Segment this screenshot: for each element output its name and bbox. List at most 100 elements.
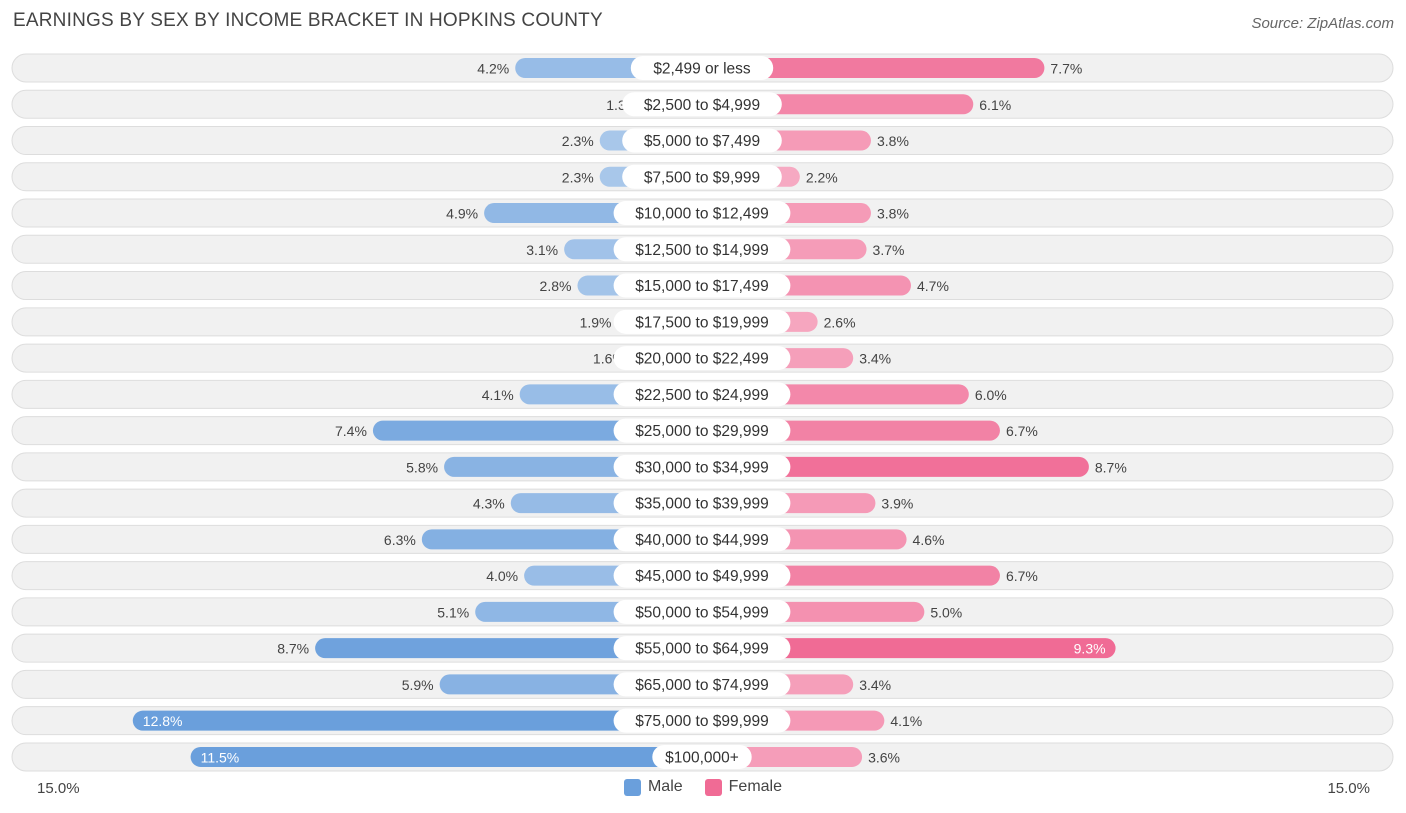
legend-item-male[interactable]: Male [623, 778, 683, 796]
male-value-label: 6.3% [384, 532, 416, 548]
male-bar [132, 710, 702, 731]
male-value-label: 4.3% [473, 496, 505, 512]
male-value-label: 7.4% [335, 423, 367, 439]
source-label: Source: ZipAtlas.com [1251, 15, 1394, 32]
row-14: 4.0% 6.7% $45,000 to $49,999 [11, 561, 1394, 591]
female-value-label: 6.7% [1006, 568, 1038, 584]
row-3: 2.3% 2.2% $7,500 to $9,999 [11, 162, 1394, 192]
category-pill [613, 454, 791, 479]
row-8: 1.6% 3.4%$20,000 to $22,499 [11, 343, 1394, 373]
axis-label-right: 15.0% [1327, 780, 1370, 797]
category-label: $2,499 or less [653, 61, 751, 78]
category-pill [622, 128, 782, 153]
female-value-label: 4.6% [913, 532, 945, 548]
chart-title: EARNINGS BY SEX BY INCOME BRACKET IN HOP… [13, 10, 603, 31]
category-pill [613, 527, 791, 552]
row-19: 11.5% 3.6% $100,000+ [11, 742, 1394, 772]
category-label: $35,000 to $39,999 [635, 496, 769, 513]
category-label: $2,500 to $4,999 [644, 97, 760, 114]
male-value-label: 4.0% [486, 568, 518, 584]
female-bar [702, 58, 1045, 78]
category-label: $20,000 to $22,499 [635, 351, 769, 368]
row-15: 5.1% 5.0% $50,000 to $54,999 [11, 597, 1394, 627]
female-value-label: 4.1% [890, 713, 922, 729]
category-pill [613, 273, 791, 298]
axis-label-left: 15.0% [37, 780, 80, 797]
category-label: $17,500 to $19,999 [635, 314, 769, 331]
diverging-bar-chart: 4.2%7.7%$2,499 or less1.3%6.1%$2,500 to … [11, 53, 1394, 772]
male-value-label: 11.5% [201, 749, 240, 765]
category-label: $65,000 to $74,999 [635, 677, 769, 694]
category-label: $40,000 to $44,999 [635, 532, 769, 549]
legend-label-male: Male [647, 778, 683, 795]
category-pill [613, 237, 791, 262]
male-value-label: 5.1% [437, 604, 469, 620]
row-12: 4.3% 3.9% $35,000 to $39,999 [11, 488, 1394, 518]
category-pill [613, 382, 791, 407]
male-value-label: 8.7% [277, 641, 309, 657]
female-value-label: 3.4% [859, 351, 891, 367]
category-label: $5,000 to $7,499 [644, 133, 760, 150]
female-value-label: 6.1% [979, 97, 1011, 113]
male-value-label: 3.1% [526, 242, 558, 258]
male-value-label: 5.8% [406, 459, 438, 475]
category-pill [622, 164, 782, 189]
female-value-label: 3.7% [873, 242, 905, 258]
category-pill [613, 708, 791, 733]
category-pill [622, 92, 782, 117]
category-pill [613, 636, 791, 661]
male-bar [315, 638, 702, 659]
row-7: 1.9% 2.6% $17,500 to $19,999 [11, 307, 1394, 337]
row-6: 2.8% 4.7% $15,000 to $17,499 [11, 271, 1394, 301]
female-value-label: 9.3% [1074, 641, 1106, 657]
female-value-label: 4.7% [917, 278, 949, 294]
category-label: $30,000 to $34,999 [635, 459, 769, 476]
legend-swatch-female [704, 778, 722, 796]
female-value-label: 2.6% [824, 314, 856, 330]
female-value-label: 6.0% [975, 387, 1007, 403]
male-value-label: 2.3% [562, 133, 594, 149]
row-9: 4.1% 6.0% $22,500 to $24,999 [11, 379, 1394, 409]
row-16: 8.7% 9.3% $55,000 to $64,999 [11, 633, 1394, 663]
female-value-label: 3.9% [881, 496, 913, 512]
male-value-label: 12.8% [143, 713, 183, 729]
category-label: $15,000 to $17,499 [635, 278, 769, 295]
legend-label-female: Female [728, 778, 783, 795]
legend-swatch-male [623, 778, 641, 796]
row-4: 4.9% 3.8% $10,000 to $12,499 [11, 198, 1394, 228]
category-label: $25,000 to $29,999 [635, 423, 769, 440]
legend-item-female[interactable]: Female [704, 778, 783, 796]
female-bar [702, 638, 1116, 659]
male-value-label: 2.8% [540, 278, 572, 294]
category-label: $22,500 to $24,999 [635, 387, 769, 404]
female-bar [702, 456, 1089, 477]
row-2: 2.3% 3.8% $5,000 to $7,499 [11, 126, 1394, 156]
category-pill [613, 672, 791, 697]
male-value-label: 2.3% [562, 169, 594, 185]
category-pill [613, 563, 791, 588]
male-value-label: 4.1% [482, 387, 514, 403]
row-0: 4.2% 7.7% $2,499 or less [11, 53, 1394, 83]
category-label: $100,000+ [665, 749, 739, 766]
category-label: $10,000 to $12,499 [635, 206, 769, 223]
category-pill [613, 309, 791, 334]
category-pill [613, 418, 791, 443]
female-value-label: 5.0% [930, 604, 962, 620]
female-value-label: 3.8% [877, 206, 909, 222]
category-pill [630, 56, 774, 80]
female-value-label: 3.4% [859, 677, 891, 693]
row-11: 5.8% 8.7% $30,000 to $34,999 [11, 452, 1394, 482]
male-value-label: 4.9% [446, 206, 478, 222]
row-5: 3.1% 3.7% $12,500 to $14,999 [11, 234, 1394, 264]
category-pill [613, 346, 791, 371]
female-value-label: 8.7% [1095, 459, 1127, 475]
category-label: $55,000 to $64,999 [635, 641, 769, 658]
female-value-label: 3.6% [868, 749, 900, 765]
category-pill [613, 491, 791, 516]
female-value-label: 3.8% [877, 133, 909, 149]
row-13: 6.3% 4.6% $40,000 to $44,999 [11, 524, 1394, 554]
category-pill [613, 201, 791, 226]
category-label: $75,000 to $99,999 [635, 713, 769, 730]
legend: Male Female [0, 778, 1406, 796]
category-label: $7,500 to $9,999 [644, 169, 760, 186]
